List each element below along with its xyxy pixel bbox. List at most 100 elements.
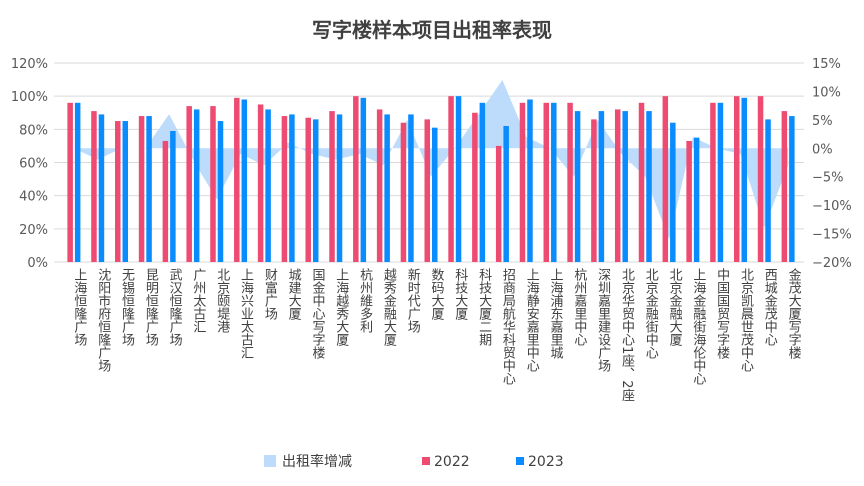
bar-2023 — [551, 102, 557, 262]
x-category-label: 无锡恒隆广场 — [119, 268, 135, 346]
x-category-label: 上海浦东嘉里城 — [548, 268, 564, 360]
bar-2022 — [638, 102, 645, 262]
area-change-series — [73, 80, 789, 240]
x-category-label: 数码大厦 — [429, 268, 445, 320]
x-category-label: 中国国贸写字楼 — [714, 268, 730, 359]
x-category-label: 杭州維多利 — [357, 268, 373, 333]
y-right-tick-label: −5% — [812, 171, 844, 186]
bar-2023 — [455, 96, 462, 263]
x-category-label: 科技大厦 — [452, 268, 468, 320]
x-category-label: 城建大厦 — [286, 268, 302, 320]
bar-2023 — [574, 111, 581, 262]
y-left-tick-label: 100% — [11, 90, 48, 105]
bar-2022 — [329, 111, 335, 262]
y-right-tick-label: −20% — [812, 256, 852, 271]
bar-2022 — [567, 102, 573, 262]
bar-2023 — [336, 114, 343, 263]
bar-2022 — [686, 140, 692, 262]
bar-2023 — [622, 111, 628, 262]
bar-2022 — [91, 111, 97, 262]
bar-2022 — [614, 109, 621, 262]
legend-swatch-2022 — [422, 457, 430, 465]
bar-2022 — [257, 104, 264, 262]
bar-2023 — [408, 114, 414, 263]
bar-2023 — [789, 116, 795, 262]
bar-2022 — [424, 119, 430, 262]
x-category-label: 国金中心写字楼 — [309, 268, 325, 359]
legend-label-2022: 2022 — [434, 454, 470, 470]
bar-2022 — [448, 96, 454, 263]
x-category-label: 杭州嘉里中心 — [571, 268, 587, 346]
bar-2022 — [519, 102, 526, 262]
x-category-label: 上海恒隆广场 — [71, 268, 87, 346]
y-left-tick-label: 120% — [11, 57, 48, 72]
bar-2022 — [495, 145, 502, 262]
y-left-tick-label: 0% — [27, 256, 48, 271]
x-category-label: 上海金融街海伦中心 — [690, 268, 706, 385]
bar-2022 — [281, 116, 288, 262]
bar-2023 — [670, 122, 676, 262]
bar-2023 — [432, 127, 438, 262]
legend-label-2023: 2023 — [528, 454, 564, 470]
y-right-tick-label: −15% — [812, 228, 852, 243]
x-category-label: 上海越秀大厦 — [333, 268, 349, 346]
bar-2023 — [598, 111, 605, 262]
bar-2023 — [289, 114, 295, 263]
y-right-tick-label: 0% — [812, 142, 833, 157]
bar-2022 — [115, 121, 121, 263]
bar-2022 — [234, 97, 240, 262]
bar-2023 — [741, 97, 747, 262]
bar-2023 — [527, 99, 533, 262]
x-category-label: 北京凯晨世茂中心 — [738, 268, 754, 372]
bar-2023 — [146, 116, 152, 262]
bar-2022 — [353, 96, 359, 263]
x-category-label: 北京华贸中心1座、2座 — [619, 268, 635, 403]
bar-2023 — [384, 114, 390, 263]
bar-2022 — [186, 106, 192, 262]
bar-2023 — [265, 109, 271, 262]
legend-swatch-2023 — [516, 457, 524, 465]
bar-2022 — [162, 140, 169, 262]
bar-2023 — [646, 111, 652, 262]
bar-2022 — [472, 112, 478, 262]
bar-2022 — [591, 119, 597, 262]
x-category-label: 北京金融街中心 — [643, 268, 659, 359]
bar-2023 — [765, 119, 771, 262]
bar-2022 — [781, 111, 788, 262]
x-category-label: 深圳嘉里建设广场 — [595, 268, 611, 372]
bar-2022 — [757, 96, 764, 263]
bar-2022 — [400, 122, 407, 262]
legend-label-change: 出租率增减 — [282, 453, 352, 470]
bar-2023 — [98, 114, 105, 263]
x-category-label: 昆明恒隆广场 — [143, 268, 159, 346]
x-category-label: 金茂大厦写字楼 — [786, 267, 802, 359]
bar-2022 — [210, 106, 216, 262]
y-right-tick-label: 15% — [812, 57, 841, 72]
bar-2023 — [241, 99, 248, 262]
bar-2023 — [360, 97, 367, 262]
bar-2022 — [305, 117, 311, 262]
x-category-label: 北京颐堤港 — [214, 268, 230, 333]
bar-2022 — [662, 96, 669, 263]
x-category-label: 招商局航华科贸中心 — [500, 268, 515, 385]
x-category-label: 广州太古汇 — [190, 268, 206, 333]
bar-2022 — [710, 102, 716, 262]
bar-2023 — [479, 102, 486, 262]
y-left-tick-label: 60% — [19, 157, 48, 172]
x-category-label: 西城金茂中心 — [762, 268, 778, 346]
bar-2023 — [717, 102, 724, 262]
y-right-tick-label: 5% — [812, 114, 833, 129]
x-category-label: 武汉恒隆广场 — [167, 268, 183, 346]
y-left-tick-label: 40% — [19, 190, 48, 205]
bar-2023 — [693, 137, 700, 262]
bar-2023 — [74, 102, 81, 262]
x-category-label: 越秀金融大厦 — [381, 268, 397, 346]
legend-swatch-change — [264, 455, 276, 467]
bar-2022 — [138, 116, 145, 262]
x-category-label: 沈阳市府恒隆广场 — [95, 268, 111, 372]
x-category-label: 北京金融大厦 — [667, 268, 683, 346]
bar-2023 — [193, 109, 200, 262]
x-category-label: 上海兴业太古汇 — [238, 268, 254, 359]
bar-2023 — [122, 121, 129, 263]
